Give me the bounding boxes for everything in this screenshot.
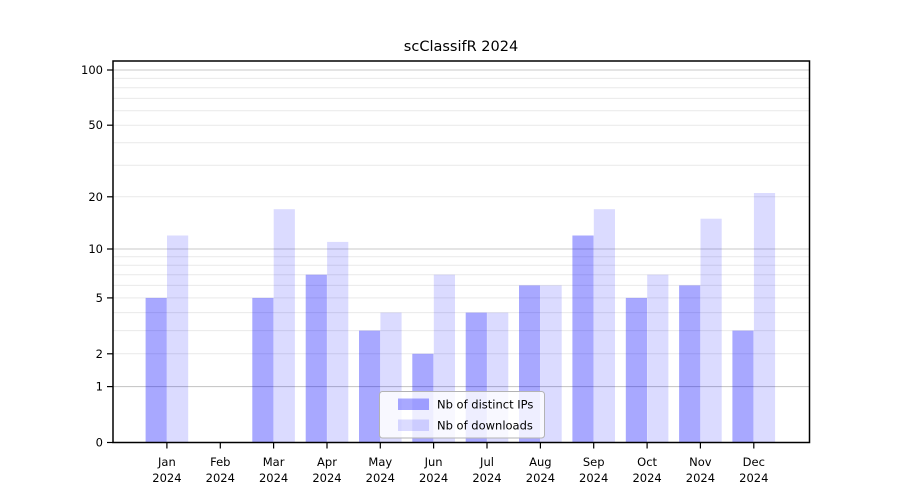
x-tick-label-year: 2024 — [419, 471, 448, 485]
y-tick-label: 50 — [88, 118, 103, 132]
bar-nov-distinct-ips — [679, 285, 701, 443]
bar-oct-distinct-ips — [625, 297, 647, 443]
chart-title: scClassifR 2024 — [404, 39, 518, 55]
y-tick-label: 2 — [96, 347, 103, 361]
bar-mar-downloads — [273, 209, 295, 443]
bar-jan-downloads — [167, 235, 189, 443]
x-tick-label-month: May — [368, 455, 392, 469]
bar-dec-downloads — [753, 193, 776, 443]
x-tick-label-year: 2024 — [312, 471, 341, 485]
y-tick-label: 100 — [81, 63, 103, 77]
bar-nov-downloads — [700, 218, 722, 443]
x-tick-label-month: Mar — [263, 455, 285, 469]
x-tick-label-month: Aug — [529, 455, 551, 469]
legend-label-distinct-ips: Nb of distinct IPs — [437, 398, 533, 412]
x-tick-label-month: Feb — [210, 455, 230, 469]
x-tick-label-month: Dec — [743, 455, 765, 469]
x-tick-label-month: Apr — [317, 455, 337, 469]
x-tick-label-year: 2024 — [526, 471, 555, 485]
plot-border — [112, 60, 811, 444]
x-tick-label-year: 2024 — [739, 471, 768, 485]
y-tick-label: 5 — [96, 291, 103, 305]
x-tick-label-year: 2024 — [579, 471, 608, 485]
major-gridlines-group — [113, 69, 810, 388]
x-tick-label-year: 2024 — [686, 471, 715, 485]
bar-sep-downloads — [593, 209, 615, 443]
legend-swatch-distinct-ips — [398, 398, 429, 410]
bar-oct-downloads — [647, 274, 669, 443]
bar-sep-distinct-ips — [572, 235, 594, 443]
bar-aug-downloads — [540, 285, 562, 443]
x-tick-label-month: Oct — [637, 455, 657, 469]
x-tick-label-year: 2024 — [206, 471, 235, 485]
x-tick-label-year: 2024 — [259, 471, 288, 485]
legend: Nb of distinct IPs Nb of downloads — [379, 391, 545, 439]
x-tick-label-month: Jun — [424, 455, 443, 469]
y-tick-label: 20 — [88, 190, 103, 204]
y-tick-label: 1 — [96, 380, 103, 394]
x-tick-label-month: Sep — [583, 455, 605, 469]
bar-mar-distinct-ips — [252, 297, 274, 443]
legend-label-downloads: Nb of downloads — [437, 419, 533, 433]
x-tick-label-month: Jul — [479, 455, 494, 469]
axes-group: 0 1 2 5 10 20 50 100 Jan 2024 Feb 2024 Mar 2024 Apr 202… — [81, 63, 768, 485]
x-tick-label-month: Jan — [157, 455, 176, 469]
x-tick-label-year: 2024 — [632, 471, 661, 485]
x-tick-label-year: 2024 — [472, 471, 501, 485]
bar-dec-distinct-ips — [732, 330, 754, 443]
bar-apr-downloads — [327, 241, 349, 443]
y-tick-label: 10 — [88, 242, 103, 256]
minor-gridlines-group — [113, 77, 810, 355]
bar-apr-distinct-ips — [305, 274, 327, 443]
x-tick-label-month: Nov — [689, 455, 712, 469]
legend-swatch-downloads — [398, 419, 429, 431]
bar-jan-distinct-ips — [145, 297, 167, 443]
y-tick-label: 0 — [96, 436, 103, 450]
x-tick-label-year: 2024 — [152, 471, 181, 485]
legend-box — [379, 391, 545, 439]
x-tick-label-year: 2024 — [366, 471, 395, 485]
bar-may-distinct-ips — [359, 330, 381, 443]
